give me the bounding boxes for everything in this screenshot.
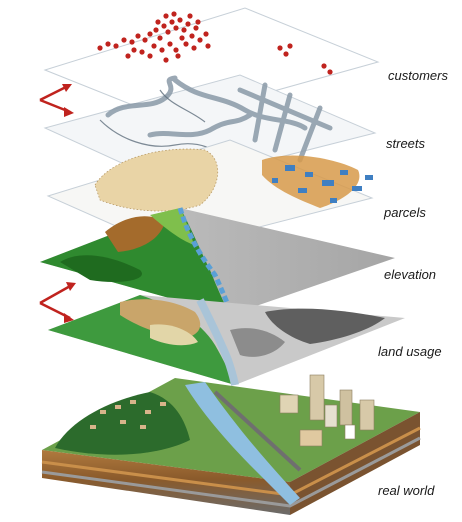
land-river [196, 298, 239, 386]
customer-dot [153, 27, 159, 33]
customers-layer [43, 7, 380, 121]
customer-dot [161, 23, 167, 29]
customer-dot [151, 43, 157, 49]
customer-dot [173, 47, 179, 53]
customer-dot [173, 25, 179, 31]
customer-dot [167, 41, 173, 47]
land-gray-blocks [265, 308, 385, 344]
label-parcels: parcels [384, 205, 426, 220]
customer-dot [169, 19, 175, 25]
customer-dot [203, 31, 209, 37]
customer-dot [131, 47, 137, 53]
rock-strata [41, 436, 421, 508]
land-light-patch [150, 324, 198, 346]
customer-dot [193, 25, 199, 31]
land-usage-layer [48, 295, 405, 386]
customer-dot [277, 45, 283, 51]
customer-dot [97, 45, 103, 51]
customer-dot [283, 51, 289, 57]
houses [90, 400, 166, 429]
arrow-lower [39, 282, 76, 323]
arrow-head [64, 313, 74, 323]
customer-dot [197, 37, 203, 43]
label-streets: streets [386, 136, 426, 151]
arrow-head [62, 84, 72, 92]
elevation-river [177, 207, 235, 316]
parcel-blue-lots [272, 165, 373, 203]
customer-dot [205, 43, 211, 49]
customer-dot [179, 35, 185, 41]
customer-dot [157, 35, 163, 41]
customer-dot [321, 63, 327, 69]
streets-layer [43, 74, 377, 186]
real-world-block [41, 374, 421, 515]
customer-dot [105, 41, 111, 47]
elevation-layer [40, 207, 395, 316]
arrow-upper-to-customers [39, 84, 69, 102]
street-lines [105, 75, 333, 163]
customer-dot [121, 37, 127, 43]
customer-dot [139, 49, 145, 55]
label-customers: customers [388, 68, 448, 83]
arrow-upper [39, 84, 74, 117]
customer-dot [187, 13, 193, 19]
customer-dot [195, 19, 201, 25]
customer-dot [163, 13, 169, 19]
arrow-lower-to-elevation [39, 283, 73, 305]
city-buildings [279, 374, 375, 447]
customer-dot [175, 53, 181, 59]
real-world-river [185, 382, 300, 505]
customer-dot [327, 69, 333, 75]
label-land-usage: land usage [378, 344, 442, 359]
parcel-sand-area [94, 148, 219, 212]
customer-dot [155, 19, 161, 25]
customer-dot [135, 33, 141, 39]
arrow-head [64, 107, 74, 117]
customer-dot [142, 37, 148, 43]
customer-dot [181, 27, 187, 33]
customer-dot [165, 29, 171, 35]
customer-dot [129, 39, 135, 45]
customer-dot [185, 21, 191, 27]
customer-dots [97, 11, 333, 75]
land-mid-gray [230, 328, 285, 357]
real-world-road [213, 390, 302, 472]
customer-dot [147, 31, 153, 37]
customer-dot [191, 45, 197, 51]
customer-dot [113, 43, 119, 49]
land-green-area [48, 295, 235, 385]
customer-dot [171, 11, 177, 17]
land-tan-area [120, 299, 201, 338]
arrow-head [66, 282, 76, 291]
customer-dot [287, 43, 293, 49]
elevation-brown-peak [105, 216, 165, 252]
customer-dot [147, 53, 153, 59]
customer-dot [125, 53, 131, 59]
label-real-world: real world [378, 483, 435, 498]
customer-dot [159, 47, 165, 53]
customer-dot [177, 17, 183, 23]
customer-dot [189, 33, 195, 39]
customer-dot [163, 57, 169, 63]
label-elevation: elevation [384, 267, 437, 282]
customer-dot [183, 41, 189, 47]
elevation-dark-green [60, 255, 142, 282]
